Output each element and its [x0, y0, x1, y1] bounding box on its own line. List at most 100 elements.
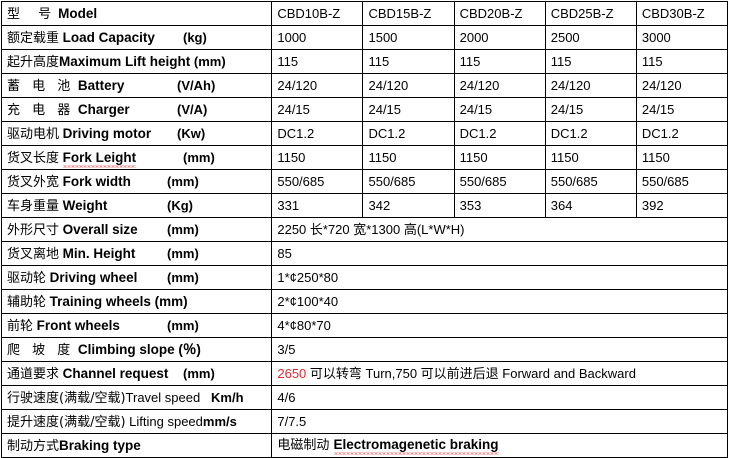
cell-fork-width-2: 550/685 — [362, 169, 455, 194]
label-cn-text: 额定载重 — [7, 30, 60, 46]
label-en-text-misspelled: Fork Leight — [62, 147, 136, 169]
label-unit-text: (mm) — [183, 365, 215, 381]
cell-charger-1: 24/15 — [271, 97, 364, 122]
cell-channel-request-value: 2650 可以转弯 Turn,750 可以前进后退 Forward and Ba… — [271, 361, 728, 386]
cell-driving-motor-2: DC1.2 — [362, 121, 455, 146]
label-en-text: Battery — [77, 77, 125, 93]
table-row: 通道要求 Channel request (mm) 2650 可以转弯 Turn… — [0, 361, 728, 386]
cell-driving-motor-3: DC1.2 — [453, 121, 546, 146]
cell-fork-length-5: 1150 — [635, 145, 729, 170]
cell-model-cbd10: CBD10B-Z — [271, 1, 364, 26]
cell-driving-motor-5: DC1.2 — [635, 121, 729, 146]
channel-request-rest-value: 可以转弯 Turn,750 可以前进后退 Forward and Backwar… — [306, 365, 636, 381]
label-unit-text: (mm) — [167, 173, 199, 189]
table-row: 额定载重 Load Capacity (kg) 1000 1500 2000 2… — [0, 25, 729, 50]
label-unit-text: (mm) — [167, 245, 199, 261]
cell-charger-3: 24/15 — [453, 97, 546, 122]
label-en-text: Min. Height — [62, 245, 136, 261]
braking-type-en-value-misspelled: Electromagenetic braking — [333, 435, 499, 457]
cell-charger-2: 24/15 — [362, 97, 455, 122]
label-unit-text: Km/h — [211, 389, 244, 405]
cell-model-cbd30: CBD30B-Z — [635, 1, 729, 26]
cell-fork-width-1: 550/685 — [271, 169, 364, 194]
cell-driving-motor-1: DC1.2 — [271, 121, 364, 146]
cell-battery-5: 24/120 — [635, 73, 729, 98]
table-row: 起升高度Maximum Lift height (mm) 115 115 115… — [0, 49, 729, 74]
row-label-overall-size: 外形尺寸 Overall size (mm) — [0, 217, 273, 242]
cell-braking-type-value: 电磁制动 Electromagenetic braking — [271, 433, 728, 458]
label-en-text: Front wheels — [36, 317, 120, 333]
label-cn-text: 蓄 电 池 — [7, 78, 75, 94]
cell-weight-3: 353 — [453, 193, 546, 218]
label-unit-text: (mm) — [167, 317, 199, 333]
label-en-text: Overall size — [62, 221, 138, 237]
channel-request-red-value: 2650 — [277, 365, 307, 381]
label-en-text: Model — [58, 5, 98, 21]
label-cn-text: 起升高度 — [7, 54, 60, 70]
cell-model-cbd25: CBD25B-Z — [544, 1, 637, 26]
label-cn-text: 货叉离地 — [7, 246, 60, 262]
label-unit-text: (Kg) — [167, 197, 193, 213]
label-cn-text: 行驶速度(满载/空载) — [7, 390, 126, 406]
cell-max-lift-4: 115 — [544, 49, 637, 74]
cell-weight-4: 364 — [544, 193, 637, 218]
cell-lifting-speed-value: 7/7.5 — [271, 409, 728, 434]
cell-charger-4: 24/15 — [544, 97, 637, 122]
row-label-lifting-speed: 提升速度(满载/空载) Lifting speedmm/s — [0, 409, 273, 434]
label-cn-text: 车身重量 — [7, 198, 60, 214]
label-cn-text: 型 号 — [7, 6, 59, 22]
cell-max-lift-2: 115 — [362, 49, 455, 74]
cell-load-capacity-4: 2500 — [544, 25, 637, 50]
cell-load-capacity-1: 1000 — [271, 25, 364, 50]
cell-weight-5: 392 — [635, 193, 729, 218]
label-en-text: Maximum Lift height — [59, 53, 191, 69]
row-label-battery: 蓄 电 池 Battery (V/Ah) — [0, 73, 273, 98]
cell-model-cbd20: CBD20B-Z — [453, 1, 546, 26]
table-row: 辅助轮 Training wheels (mm) 2*¢100*40 — [0, 289, 728, 314]
table-row: 货叉外宽 Fork width (mm) 550/685 550/685 550… — [0, 169, 729, 194]
label-en-text: Fork width — [62, 173, 131, 189]
label-en-text: Training wheels (mm) — [49, 293, 188, 309]
table-row: 爬 坡 度 Climbing slope (％) 3/5 — [0, 337, 728, 362]
row-label-charger: 充 电 器 Charger (V/A) — [0, 97, 273, 122]
label-en-text: Climbing slope (％) — [77, 341, 201, 357]
cell-travel-speed-value: 4/6 — [271, 385, 728, 410]
cell-fork-length-1: 1150 — [271, 145, 364, 170]
cell-max-lift-1: 115 — [271, 49, 364, 74]
row-label-fork-length: 货叉长度 Fork Leight (mm) — [0, 145, 273, 170]
cell-fork-length-4: 1150 — [544, 145, 637, 170]
cell-battery-1: 24/120 — [271, 73, 364, 98]
row-label-driving-wheel: 驱动轮 Driving wheel (mm) — [0, 265, 273, 290]
row-label-travel-speed: 行驶速度(满载/空载)Travel speed Km/h — [0, 385, 273, 410]
table-row: 外形尺寸 Overall size (mm) 2250 长*720 宽*1300… — [0, 217, 728, 242]
label-cn-text: 货叉外宽 — [7, 174, 60, 190]
table-row: 提升速度(满载/空载) Lifting speedmm/s 7/7.5 — [0, 409, 728, 434]
label-en-text: Channel request — [62, 365, 169, 381]
label-unit-text: (kg) — [183, 29, 207, 45]
row-label-driving-motor: 驱动电机 Driving motor (Kw) — [0, 121, 273, 146]
cell-max-lift-3: 115 — [453, 49, 546, 74]
table-row: 车身重量 Weight (Kg) 331 342 353 364 392 — [0, 193, 729, 218]
table-row: 蓄 电 池 Battery (V/Ah) 24/120 24/120 24/12… — [0, 73, 729, 98]
cell-load-capacity-2: 1500 — [362, 25, 455, 50]
row-label-fork-width: 货叉外宽 Fork width (mm) — [0, 169, 273, 194]
cell-min-height-value: 85 — [271, 241, 728, 266]
label-cn-text: 提升速度(满载/空载) — [7, 414, 126, 430]
label-cn-text: 前轮 — [7, 318, 34, 334]
cell-battery-4: 24/120 — [544, 73, 637, 98]
braking-type-cn-value: 电磁制动 — [277, 438, 334, 453]
label-cn-text: 货叉长度 — [7, 150, 60, 166]
table-row: 货叉离地 Min. Height (mm) 85 — [0, 241, 728, 266]
cell-max-lift-5: 115 — [635, 49, 729, 74]
cell-weight-2: 342 — [362, 193, 455, 218]
label-en-text: Load Capacity — [62, 29, 155, 45]
row-label-braking-type: 制动方式Braking type — [0, 433, 273, 458]
cell-driving-wheel-value: 1*¢250*80 — [271, 265, 728, 290]
row-label-model: 型 号Model — [0, 1, 273, 26]
label-en-text: Braking type — [59, 437, 141, 453]
label-cn-text: 驱动轮 — [7, 270, 47, 286]
table-row: 充 电 器 Charger (V/A) 24/15 24/15 24/15 24… — [0, 97, 729, 122]
row-label-training-wheels: 辅助轮 Training wheels (mm) — [0, 289, 273, 314]
label-unit-text: (V/A) — [177, 101, 208, 117]
